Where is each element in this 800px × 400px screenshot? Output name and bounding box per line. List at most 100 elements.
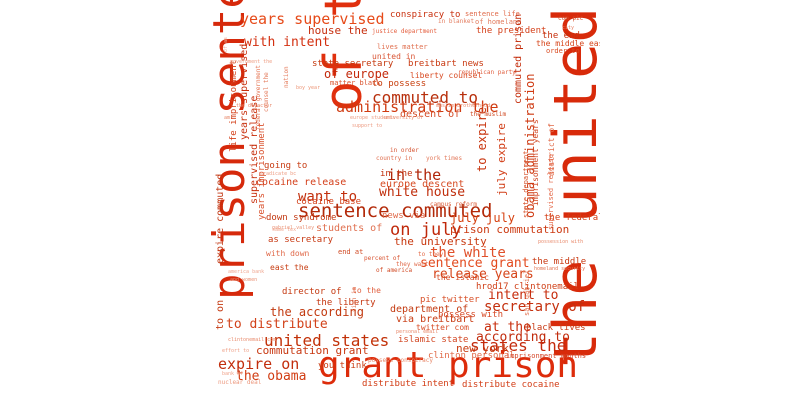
cloud-word: black lives — [526, 323, 586, 333]
cloud-word: of europe — [324, 67, 390, 81]
cloud-word: director of — [282, 287, 342, 297]
cloud-word: nuclear deal — [218, 379, 262, 386]
cloud-word: according to — [476, 330, 570, 345]
cloud-word: state secretary — [312, 59, 394, 69]
cloud-word: possession with — [538, 239, 584, 245]
cloud-word: commutation grant — [256, 344, 369, 357]
cloud-word: clinton personal — [428, 351, 515, 361]
cloud-word: lives matter — [377, 43, 428, 51]
cloud-word: effort to — [222, 348, 250, 354]
cloud-word: nation — [283, 66, 290, 88]
cloud-word: europe students — [350, 115, 396, 121]
cloud-word: federal government — [255, 64, 262, 130]
cloud-word: department of — [390, 304, 469, 315]
cloud-word: san gabriel — [523, 269, 531, 316]
cloud-word: to on — [215, 299, 226, 330]
cloud-word: want to — [298, 189, 358, 205]
cloud-word: the director — [236, 103, 273, 109]
cloud-word: sentence grant — [420, 256, 530, 271]
cloud-word: of america — [376, 267, 413, 274]
cloud-word: prison commutation — [450, 223, 570, 236]
cloud-word: descent of — [400, 109, 461, 120]
cloud-word: islamic state — [398, 335, 469, 345]
cloud-word-grant-prison: grant prison — [318, 345, 579, 386]
cloud-word: in the — [380, 169, 413, 179]
cloud-word: same tex — [272, 227, 297, 233]
cloud-word: distribute cocaine — [462, 380, 560, 390]
cloud-word: and women — [230, 277, 258, 283]
cloud-word: justice department — [372, 28, 438, 35]
cloud-word: administration the — [336, 98, 499, 116]
cloud-word: clintonemail com — [228, 337, 277, 343]
cloud-word: breitbart news — [408, 59, 484, 69]
cloud-word: the white — [430, 245, 506, 261]
cloud-word: government the — [230, 59, 273, 65]
cloud-word: states the — [470, 336, 567, 355]
cloud-word: white house — [379, 185, 466, 200]
cloud-word: united states — [264, 331, 390, 350]
cloud-word: in order — [390, 147, 419, 154]
cloud-word: house the — [308, 24, 368, 37]
cloud-word: years supervised — [240, 10, 385, 28]
cloud-word: homeland security — [534, 266, 586, 272]
cloud-word: on july — [390, 220, 462, 240]
cloud-word: as secretary — [268, 235, 334, 245]
cloud-word: the liberty — [316, 298, 376, 308]
cloud-word: the federal — [544, 213, 600, 223]
cloud-word: imprisonment months — [506, 352, 587, 360]
cloud-word: the muslim — [470, 111, 507, 118]
cloud-word: to the — [352, 286, 381, 295]
cloud-word: york times — [426, 155, 463, 162]
cloud-word: intent to — [488, 288, 559, 303]
cloud-word: america bank — [228, 269, 265, 275]
cloud-word: of homeland — [475, 18, 522, 26]
cloud-word: bank of — [222, 371, 244, 377]
cloud-word: am — [224, 115, 231, 121]
cloud-word: the obama — [236, 369, 307, 384]
cloud-word: city — [562, 25, 575, 31]
cloud-word: twitter com — [416, 323, 469, 332]
cloud-word: at the — [484, 320, 531, 335]
cloud-word: personal email — [396, 329, 439, 335]
cloud-word: cocaine release — [256, 177, 347, 188]
cloud-word: distribute intent — [362, 379, 455, 389]
cloud-word: conspiracy to — [390, 10, 461, 20]
cloud-word: university of — [384, 115, 424, 121]
cloud-word: commuted to — [372, 88, 478, 107]
cloud-word: they want — [396, 261, 429, 268]
cloud-word: the middle east — [536, 39, 600, 48]
cloud-word: secretary of — [484, 299, 586, 315]
cloud-word: united in — [372, 52, 416, 61]
cloud-word: the islamic — [436, 273, 489, 282]
cloud-word: to distribute — [226, 317, 328, 332]
cloud-word: percent of — [364, 255, 401, 262]
cloud-word: july july — [450, 211, 516, 225]
cloud-word: liberty counsel — [410, 71, 483, 80]
cloud-word: campus reform — [430, 201, 477, 208]
cloud-word: east the — [270, 263, 309, 272]
cloud-word: pic twitter — [420, 295, 480, 305]
cloud-word: possess conspiracy — [368, 357, 434, 364]
cloud-word: eradicate bc — [260, 171, 297, 177]
cloud-word: with intent — [244, 35, 331, 50]
cloud-word: republican party — [458, 69, 516, 76]
cloud-word: expire on — [218, 355, 300, 373]
cloud-word: expire commuted — [215, 173, 226, 264]
cloud-word: going to — [264, 161, 308, 171]
cloud-word: in blanket — [438, 18, 475, 25]
cloud-word: matter black — [330, 79, 381, 87]
cloud-word: to possess — [372, 79, 427, 89]
cloud-word: end at — [338, 248, 364, 256]
cloud-word: sign in — [351, 286, 358, 312]
cloud-word: july expire — [495, 123, 508, 196]
cloud-word: the according — [270, 305, 364, 319]
cloud-word: the end — [542, 31, 580, 41]
cloud-word: cocaine base — [296, 197, 362, 207]
cloud-word: boy year — [296, 85, 321, 91]
cloud-word: down syndrome — [266, 213, 337, 223]
cloud-word: students of — [316, 223, 383, 234]
cloud-word: news via — [382, 211, 426, 221]
cloud-word: in the — [387, 166, 442, 184]
cloud-word: of as — [223, 36, 229, 52]
cloud-word: possess with — [438, 310, 504, 320]
